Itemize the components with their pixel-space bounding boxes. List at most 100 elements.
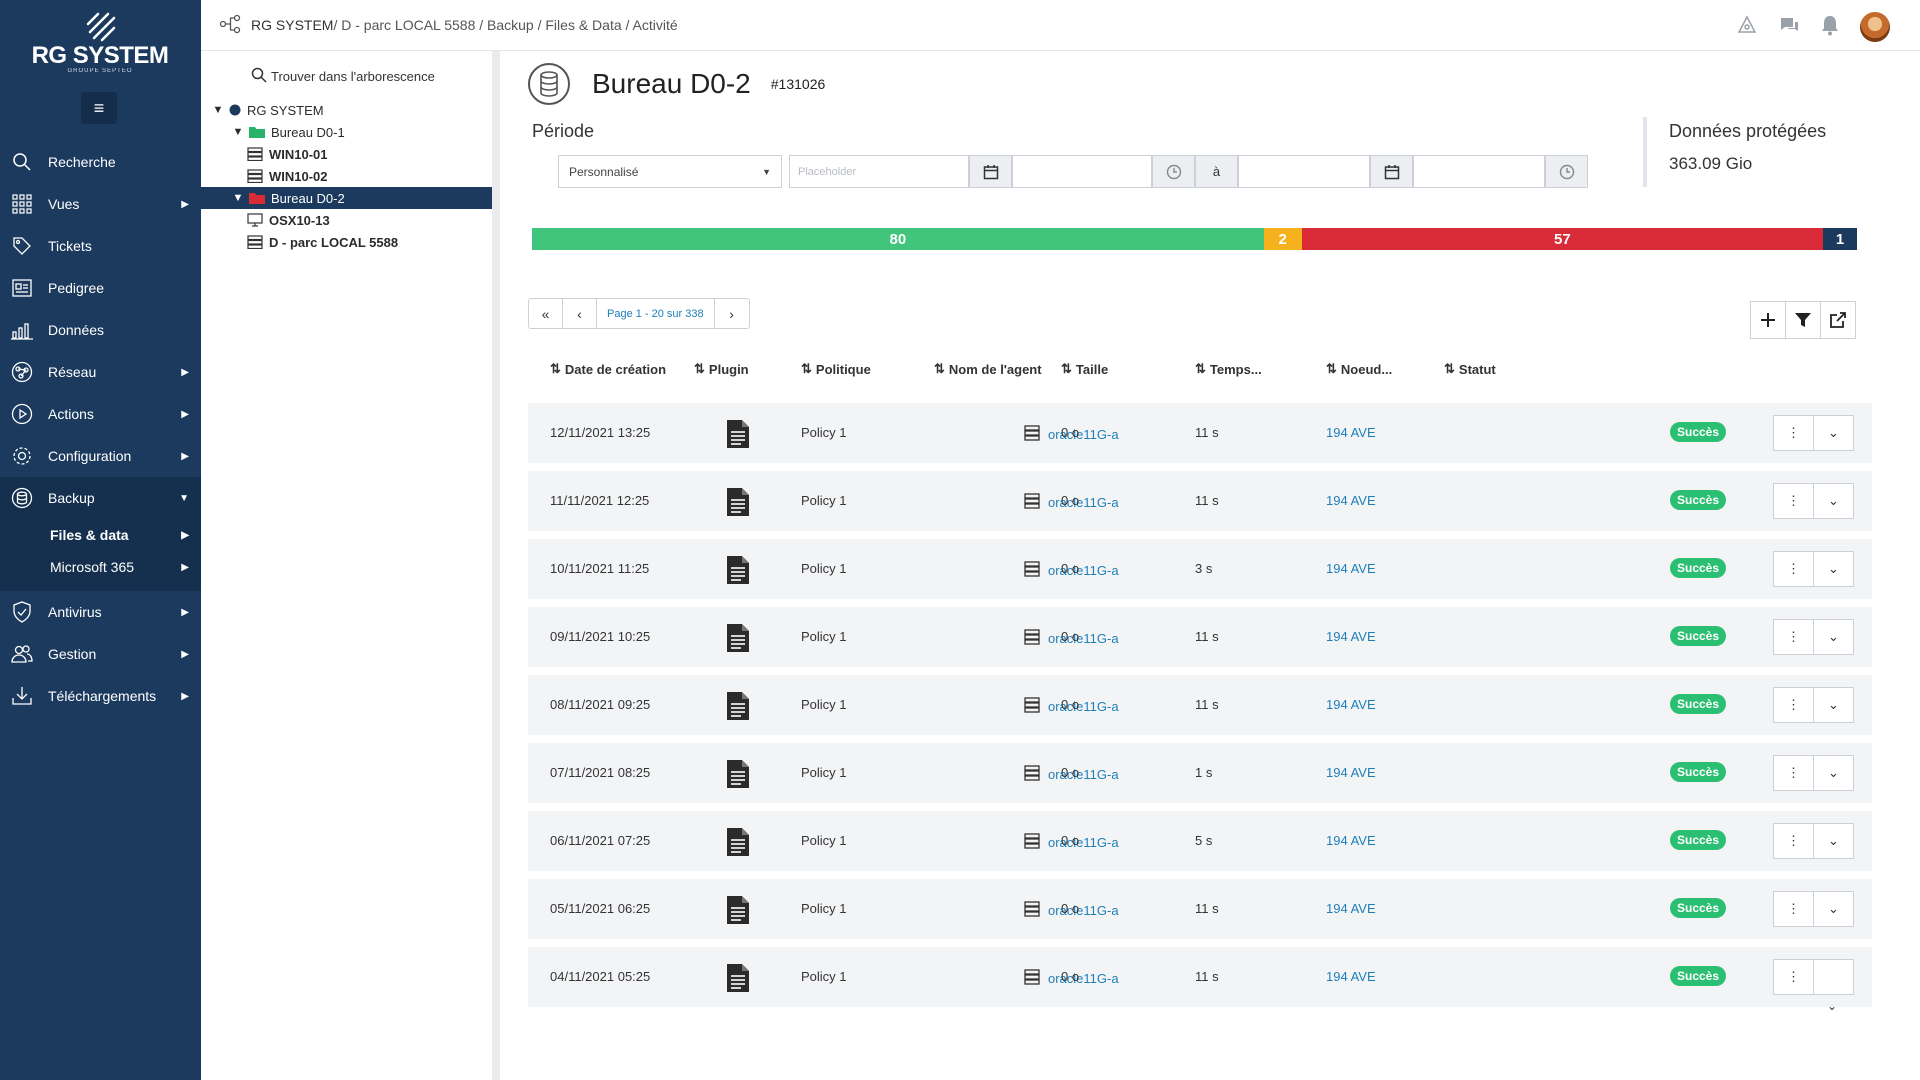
tree-node-bureau-d0-1[interactable]: ▼ Bureau D0-1 (201, 121, 492, 143)
row-menu-button[interactable]: ⋮ (1773, 415, 1814, 451)
table-row[interactable]: 07/11/2021 08:25 Policy 1 oracle11G-a 0 o 1 … (528, 743, 1872, 803)
node-link[interactable]: 194 AVE (1326, 493, 1376, 508)
column-header-agent[interactable]: ⇅ Nom de l'agent (934, 361, 1042, 377)
column-header-politique[interactable]: ⇅ Politique (801, 361, 871, 377)
tree-node-d-parc-local-5588[interactable]: D - parc LOCAL 5588 (201, 231, 492, 253)
agent-link[interactable]: oracle11G-a (1048, 495, 1119, 510)
end-date-input[interactable] (1238, 155, 1370, 188)
sidebar-item-gestion[interactable]: Gestion ▶ (0, 633, 201, 675)
start-time-input[interactable] (1012, 155, 1152, 188)
sidebar-item-antivirus[interactable]: Antivirus ▶ (0, 591, 201, 633)
node-link[interactable]: 194 AVE (1326, 425, 1376, 440)
start-time-button[interactable] (1152, 155, 1195, 188)
prev-page-button[interactable]: ‹ (563, 299, 597, 328)
menu-toggle-button[interactable]: ≡ (81, 92, 117, 124)
tree-node-rg-system[interactable]: ▼ RG SYSTEM (201, 99, 492, 121)
chevron-down-icon[interactable]: ▼ (232, 126, 244, 138)
breadcrumb-root[interactable]: RG SYSTEM (251, 17, 334, 33)
sidebar-item-configuration[interactable]: Configuration ▶ (0, 435, 201, 477)
row-expand-button[interactable]: ⌄ (1813, 823, 1854, 859)
table-row[interactable]: 10/11/2021 11:25 Policy 1 oracle11G-a 0 o 3 … (528, 539, 1872, 599)
agent-link[interactable]: oracle11G-a (1048, 835, 1119, 850)
row-menu-button[interactable]: ⋮ (1773, 687, 1814, 723)
agent-link[interactable]: oracle11G-a (1048, 767, 1119, 782)
node-link[interactable]: 194 AVE (1326, 765, 1376, 780)
start-calendar-button[interactable] (969, 155, 1012, 188)
tree-node-bureau-d0-2[interactable]: ▼ Bureau D0-2 (201, 187, 492, 209)
row-menu-button[interactable]: ⋮ (1773, 823, 1814, 859)
end-time-input[interactable] (1413, 155, 1545, 188)
sidebar-item-donnees[interactable]: Données (0, 309, 201, 351)
agent-link[interactable]: oracle11G-a (1048, 971, 1119, 986)
node-link[interactable]: 194 AVE (1326, 629, 1376, 644)
column-header-noeud[interactable]: ⇅ Noeud... (1326, 361, 1392, 377)
row-expand-button[interactable]: ⌄ (1813, 619, 1854, 655)
agent-link[interactable]: oracle11G-a (1048, 903, 1119, 918)
sidebar-item-tickets[interactable]: Tickets (0, 225, 201, 267)
node-link[interactable]: 194 AVE (1326, 969, 1376, 984)
row-menu-button[interactable]: ⋮ (1773, 619, 1814, 655)
agent-link[interactable]: oracle11G-a (1048, 699, 1119, 714)
table-row[interactable]: 09/11/2021 10:25 Policy 1 oracle11G-a 0 o 11… (528, 607, 1872, 667)
next-page-button[interactable]: › (715, 299, 749, 328)
sidebar-subitem-files-data[interactable]: Files & data ▶ (0, 519, 201, 551)
start-date-input[interactable]: Placeholder (789, 155, 969, 188)
chevron-down-icon[interactable]: ▼ (232, 192, 244, 204)
row-expand-button[interactable]: ⌄ (1813, 415, 1854, 451)
table-row[interactable]: 05/11/2021 06:25 Policy 1 oracle11G-a 0 o 11… (528, 879, 1872, 939)
column-header-date[interactable]: ⇅ Date de création (550, 361, 666, 377)
row-menu-button[interactable]: ⋮ (1773, 755, 1814, 791)
row-menu-button[interactable]: ⋮ (1773, 959, 1814, 995)
sidebar-item-backup[interactable]: Backup ▼ (0, 477, 201, 519)
table-row[interactable]: 04/11/2021 05:25 Policy 1 oracle11G-a 0 o 11… (528, 947, 1872, 1013)
chevron-down-icon[interactable]: ▼ (212, 104, 224, 116)
status-bar-segment[interactable]: 2 (1263, 228, 1302, 250)
status-bar-segment[interactable]: 57 (1301, 228, 1823, 250)
node-link[interactable]: 194 AVE (1326, 697, 1376, 712)
row-menu-button[interactable]: ⋮ (1773, 891, 1814, 927)
first-page-button[interactable]: « (529, 299, 563, 328)
agent-link[interactable]: oracle11G-a (1048, 563, 1119, 578)
avatar[interactable] (1860, 12, 1890, 42)
node-link[interactable]: 194 AVE (1326, 833, 1376, 848)
row-expand-button[interactable]: ⌄ (1813, 687, 1854, 723)
tree-node-win10-01[interactable]: WIN10-01 (201, 143, 492, 165)
sidebar-item-reseau[interactable]: Réseau ▶ (0, 351, 201, 393)
agent-link[interactable]: oracle11G-a (1048, 427, 1119, 442)
row-expand-button[interactable] (1813, 959, 1854, 995)
chat-icon[interactable] (1778, 15, 1800, 40)
row-menu-button[interactable]: ⋮ (1773, 483, 1814, 519)
sidebar-subitem-microsoft-365[interactable]: Microsoft 365 ▶ (0, 551, 201, 583)
column-header-taille[interactable]: ⇅ Taille (1061, 361, 1108, 377)
row-expand-button[interactable]: ⌄ (1813, 551, 1854, 587)
sidebar-item-actions[interactable]: Actions ▶ (0, 393, 201, 435)
bell-icon[interactable] (1820, 14, 1840, 41)
row-expand-button[interactable]: ⌄ (1813, 891, 1854, 927)
table-row[interactable]: 11/11/2021 12:25 Policy 1 oracle11G-a 0 o 11… (528, 471, 1872, 531)
network-alert-icon[interactable] (1736, 14, 1758, 41)
sidebar-item-vues[interactable]: Vues ▶ (0, 183, 201, 225)
row-expand-button[interactable]: ⌄ (1813, 755, 1854, 791)
period-select[interactable]: Personnalisé ▼ (558, 155, 782, 188)
sidebar-item-telechargements[interactable]: Téléchargements ▶ (0, 675, 201, 717)
table-row[interactable]: 06/11/2021 07:25 Policy 1 oracle11G-a 0 o 5 … (528, 811, 1872, 871)
page-indicator[interactable]: Page 1 - 20 sur 338 (597, 299, 715, 328)
row-menu-button[interactable]: ⋮ (1773, 551, 1814, 587)
end-time-button[interactable] (1545, 155, 1588, 188)
node-link[interactable]: 194 AVE (1326, 901, 1376, 916)
chevron-down-icon[interactable]: ⌄ (1827, 999, 1838, 1013)
status-bar-segment[interactable]: 1 (1823, 228, 1857, 250)
column-header-temps[interactable]: ⇅ Temps... (1195, 361, 1262, 377)
table-row[interactable]: 12/11/2021 13:25 Policy 1 oracle11G-a 0 o 11… (528, 403, 1872, 463)
node-link[interactable]: 194 AVE (1326, 561, 1376, 576)
column-header-statut[interactable]: ⇅ Statut (1444, 361, 1496, 377)
tree-node-win10-02[interactable]: WIN10-02 (201, 165, 492, 187)
filter-button[interactable] (1785, 301, 1821, 339)
add-button[interactable] (1750, 301, 1786, 339)
hierarchy-icon[interactable] (219, 14, 241, 37)
row-expand-button[interactable]: ⌄ (1813, 483, 1854, 519)
table-row[interactable]: 08/11/2021 09:25 Policy 1 oracle11G-a 0 o 11… (528, 675, 1872, 735)
tree-search-button[interactable]: Trouver dans l'arborescence (251, 67, 435, 86)
sidebar-item-pedigree[interactable]: Pedigree (0, 267, 201, 309)
tree-node-osx10-13[interactable]: OSX10-13 (201, 209, 492, 231)
